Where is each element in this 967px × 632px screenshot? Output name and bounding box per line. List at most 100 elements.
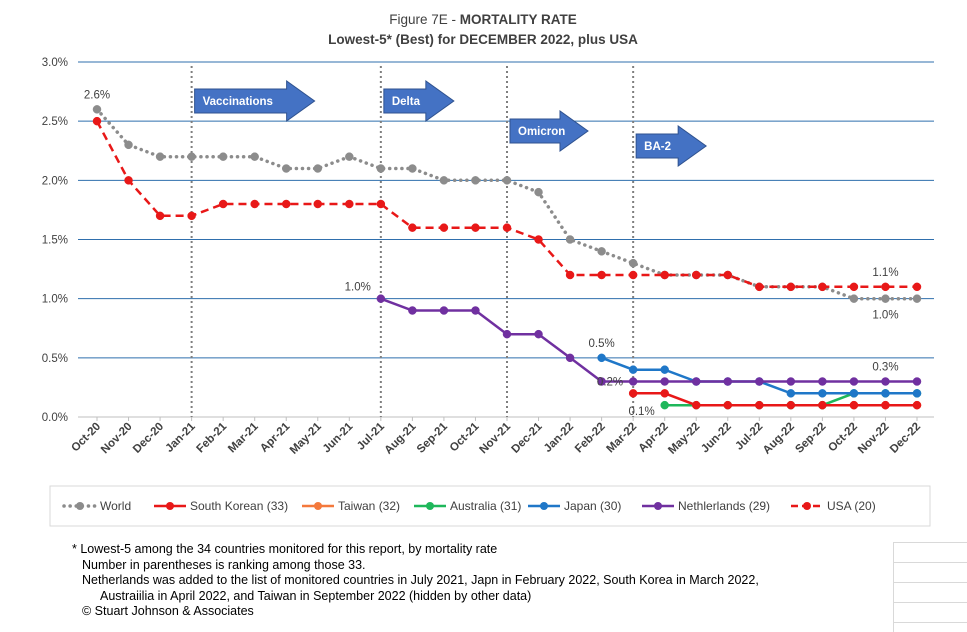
data-point bbox=[849, 377, 859, 386]
data-label: 0.2% bbox=[597, 376, 623, 388]
legend-item: South Korean (33) bbox=[154, 499, 288, 513]
data-point bbox=[786, 282, 796, 292]
legend-marker bbox=[314, 502, 322, 510]
data-point bbox=[281, 164, 291, 173]
data-point bbox=[565, 270, 575, 280]
data-point bbox=[660, 365, 669, 374]
data-label: 0.5% bbox=[589, 338, 615, 350]
data-point bbox=[660, 400, 669, 410]
data-point bbox=[187, 152, 196, 161]
legend-label: USA (20) bbox=[827, 499, 876, 513]
data-point bbox=[912, 377, 922, 386]
data-point bbox=[250, 199, 259, 209]
data-point bbox=[187, 211, 196, 221]
chart-title: Figure 7E - MORTALITY RATE bbox=[389, 12, 577, 27]
data-point bbox=[818, 377, 827, 386]
data-point bbox=[628, 389, 638, 398]
data-point bbox=[786, 389, 796, 398]
y-tick-label: 3.0% bbox=[42, 57, 68, 69]
data-point bbox=[439, 176, 449, 185]
y-tick-label: 1.0% bbox=[42, 294, 68, 306]
legend-label: Taiwan (32) bbox=[338, 499, 400, 513]
data-point bbox=[849, 400, 859, 410]
footnotes: * Lowest-5 among the 34 countries monito… bbox=[72, 542, 759, 620]
data-point bbox=[439, 223, 449, 232]
data-point bbox=[912, 400, 922, 410]
data-point bbox=[691, 377, 701, 386]
data-point bbox=[628, 377, 638, 386]
data-point bbox=[376, 199, 386, 209]
y-tick-label: 2.5% bbox=[42, 116, 68, 128]
data-label: 0.3% bbox=[872, 362, 898, 374]
data-point bbox=[345, 199, 354, 209]
data-label: 1.0% bbox=[345, 282, 371, 294]
legend-label: South Korean (33) bbox=[190, 499, 288, 513]
data-point bbox=[502, 223, 512, 232]
data-point bbox=[534, 187, 543, 197]
data-point bbox=[912, 294, 922, 303]
data-point bbox=[565, 235, 575, 244]
data-point bbox=[818, 400, 827, 410]
event-label: Delta bbox=[392, 96, 421, 108]
series-nethlerlands bbox=[376, 294, 922, 386]
series-usa bbox=[92, 116, 922, 292]
data-point bbox=[218, 152, 228, 161]
data-point bbox=[92, 116, 102, 126]
legend-label: World bbox=[100, 499, 131, 513]
data-point bbox=[471, 176, 480, 185]
data-point bbox=[218, 199, 228, 209]
legend-label: Nethlerlands (29) bbox=[678, 499, 770, 513]
data-point bbox=[818, 282, 827, 292]
data-point bbox=[313, 199, 323, 209]
data-point bbox=[376, 164, 386, 173]
data-point bbox=[597, 247, 606, 256]
y-tick-label: 0.5% bbox=[42, 353, 68, 365]
legend-marker bbox=[803, 502, 811, 510]
event-label: Vaccinations bbox=[203, 96, 273, 108]
event-arrow bbox=[383, 80, 455, 122]
y-tick-label: 0.0% bbox=[42, 412, 68, 424]
data-point bbox=[849, 294, 859, 303]
data-point bbox=[755, 282, 764, 292]
data-point bbox=[786, 377, 796, 386]
data-point bbox=[849, 389, 859, 398]
data-point bbox=[408, 223, 417, 232]
data-point bbox=[628, 258, 638, 268]
data-point bbox=[849, 282, 859, 292]
legend-marker bbox=[426, 502, 434, 510]
data-point bbox=[281, 199, 291, 209]
data-point bbox=[502, 176, 512, 185]
series-line bbox=[380, 297, 917, 383]
y-tick-label: 1.5% bbox=[42, 235, 68, 247]
data-label: 1.0% bbox=[872, 310, 898, 322]
data-point bbox=[534, 235, 543, 244]
data-point bbox=[597, 377, 606, 386]
legend-item: World bbox=[62, 499, 131, 513]
footnote-ranking: Number in parentheses is ranking among t… bbox=[82, 557, 366, 572]
data-point bbox=[755, 400, 764, 410]
legend-label: Japan (30) bbox=[564, 499, 621, 513]
chart-background bbox=[0, 0, 967, 540]
data-point bbox=[565, 353, 575, 363]
data-point bbox=[660, 377, 669, 386]
chart-subtitle: Lowest-5* (Best) for DECEMBER 2022, plus… bbox=[328, 32, 638, 47]
legend-item: USA (20) bbox=[791, 499, 876, 513]
data-point bbox=[881, 377, 890, 386]
legend-marker bbox=[166, 502, 174, 510]
data-point bbox=[818, 389, 827, 398]
data-point bbox=[408, 164, 417, 173]
footnote-copyright: © Stuart Johnson & Associates bbox=[82, 604, 254, 618]
series-south bbox=[628, 389, 922, 410]
data-point bbox=[597, 353, 606, 363]
data-point bbox=[691, 400, 701, 410]
data-point bbox=[250, 152, 259, 161]
chart: Figure 7E - MORTALITY RATE Lowest-5* (Be… bbox=[0, 0, 967, 540]
data-point bbox=[124, 140, 133, 150]
data-point bbox=[534, 329, 543, 339]
data-point bbox=[376, 294, 386, 303]
legend-label: Australia (31) bbox=[450, 499, 521, 513]
data-point bbox=[723, 270, 733, 280]
data-point bbox=[471, 223, 480, 232]
series-line bbox=[633, 392, 917, 407]
data-point bbox=[912, 389, 922, 398]
